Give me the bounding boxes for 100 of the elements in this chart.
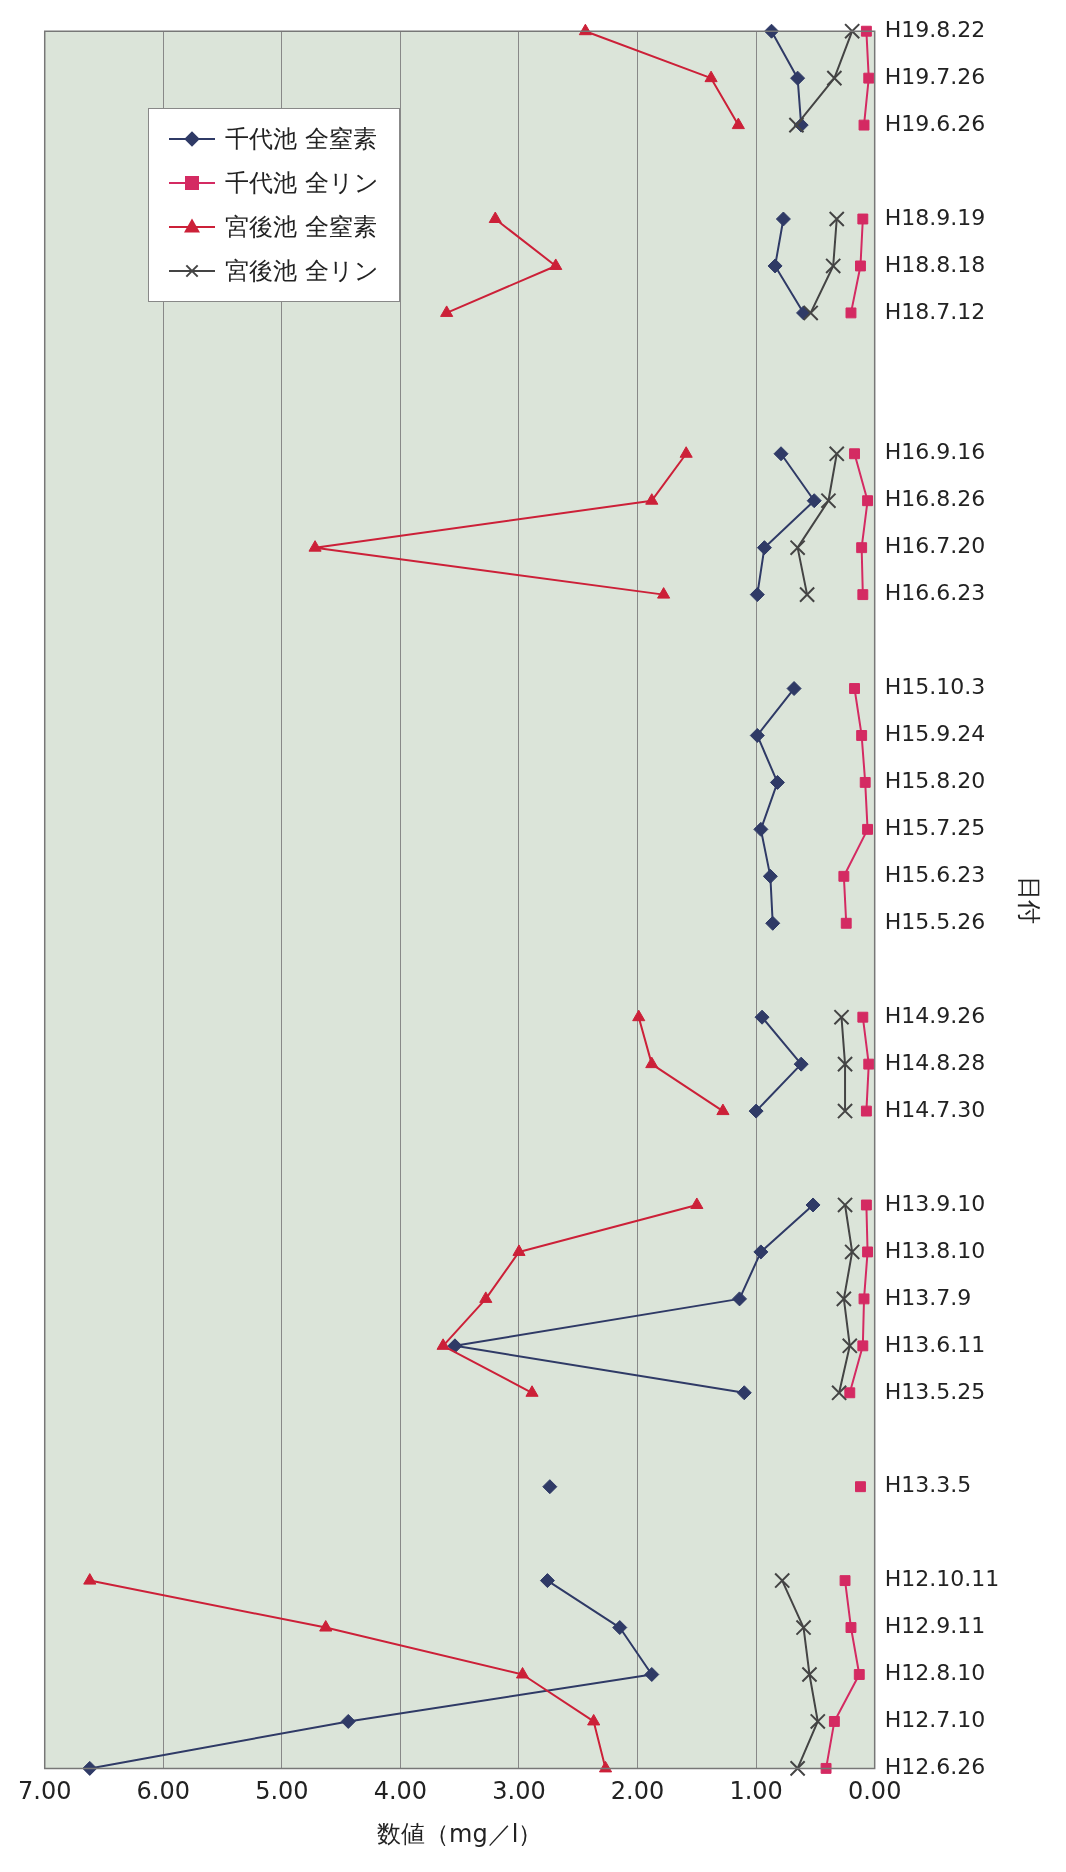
y-tick-label: H19.6.26 — [884, 110, 986, 136]
point — [789, 539, 806, 556]
x-tick-label: 7.00 — [18, 1777, 72, 1806]
y-tick-label: H13.3.5 — [884, 1472, 972, 1498]
point — [858, 119, 870, 131]
y-tick-label: H15.5.26 — [884, 908, 986, 934]
point — [845, 1622, 857, 1633]
point — [756, 540, 772, 556]
point — [308, 540, 322, 552]
y-tick-label: H13.6.11 — [884, 1331, 986, 1357]
x-tick-label: 3.00 — [492, 1777, 546, 1806]
point — [860, 1105, 872, 1117]
point — [690, 1197, 704, 1209]
point — [749, 587, 765, 603]
y-tick-label: H12.8.10 — [884, 1660, 986, 1686]
y-tick-label: H19.7.26 — [884, 63, 986, 89]
point — [858, 1293, 870, 1305]
point — [849, 683, 860, 694]
point — [657, 587, 671, 599]
point — [612, 1620, 628, 1636]
point — [769, 774, 785, 790]
point — [754, 1009, 770, 1025]
point — [828, 445, 845, 462]
y-tick-label: H18.9.19 — [884, 204, 986, 230]
point — [704, 70, 718, 83]
legend-label: 宮後池 全窒素 — [225, 212, 377, 243]
point — [836, 1056, 854, 1073]
y-tick-label: H13.5.25 — [884, 1378, 986, 1404]
y-tick-label: H15.6.23 — [884, 862, 986, 888]
point — [786, 681, 802, 697]
point — [844, 23, 861, 40]
point — [767, 258, 783, 274]
point — [859, 776, 871, 788]
point — [732, 1291, 748, 1307]
point — [826, 70, 843, 87]
y-tick-label: H12.6.26 — [884, 1754, 986, 1780]
point — [836, 1196, 854, 1214]
y-tick-label: H18.8.18 — [884, 251, 986, 277]
point — [856, 542, 868, 554]
y-tick-label: H15.10.3 — [884, 674, 986, 700]
point — [716, 1103, 730, 1116]
point — [849, 448, 860, 460]
point — [833, 1009, 850, 1026]
point — [799, 586, 816, 603]
point — [836, 1103, 854, 1120]
x-tick-label: 4.00 — [373, 1777, 428, 1806]
point — [731, 117, 745, 130]
point — [857, 589, 869, 601]
legend-label: 千代池 全窒素 — [225, 124, 377, 155]
legend-label: 宮後池 全リン — [225, 256, 379, 287]
point — [515, 1667, 530, 1679]
point — [447, 1338, 463, 1354]
point — [549, 258, 563, 270]
point — [679, 446, 693, 458]
x-tick-label: 0.00 — [847, 1777, 902, 1806]
point — [539, 1573, 555, 1589]
y-tick-label: H18.7.12 — [884, 298, 986, 324]
point — [820, 492, 837, 509]
point — [775, 211, 791, 227]
point — [855, 1481, 866, 1493]
point — [825, 257, 842, 275]
y-tick-label: H16.6.23 — [884, 580, 986, 606]
y-tick-label: H13.8.10 — [884, 1237, 986, 1263]
point — [840, 917, 852, 929]
point — [319, 1620, 333, 1632]
point — [436, 1338, 450, 1350]
y-tick-label: H15.7.25 — [884, 815, 986, 841]
point — [598, 1760, 613, 1773]
y-tick-label: H15.8.20 — [884, 768, 986, 794]
point — [831, 1384, 848, 1401]
point — [855, 260, 866, 272]
point — [773, 446, 789, 462]
point — [863, 1058, 875, 1070]
point — [774, 1572, 791, 1589]
point — [856, 730, 868, 741]
point — [828, 210, 845, 228]
x-axis-title: 数値（mg／l） — [377, 1819, 543, 1848]
point — [862, 1246, 874, 1258]
point — [845, 307, 857, 319]
point — [83, 1573, 97, 1585]
y-tick-label: H14.9.26 — [884, 1002, 986, 1028]
point — [542, 1479, 558, 1495]
point — [844, 1243, 861, 1261]
point — [790, 70, 806, 86]
x-tick-label: 1.00 — [729, 1777, 783, 1806]
y-tick-label: H12.9.11 — [884, 1613, 986, 1639]
point — [862, 823, 874, 835]
y-tick-label: H19.8.22 — [884, 16, 986, 42]
y-tick-label: H15.9.24 — [884, 721, 986, 747]
point — [645, 1056, 659, 1069]
point — [801, 1666, 818, 1683]
x-tick-label: 6.00 — [136, 1777, 190, 1806]
point — [795, 1619, 812, 1636]
point — [748, 1103, 764, 1119]
point — [844, 1387, 856, 1399]
point — [632, 1009, 646, 1022]
point — [645, 493, 659, 505]
y-tick-label: H16.7.20 — [884, 533, 986, 559]
y-tick-label: H13.7.9 — [884, 1284, 972, 1310]
point — [860, 1199, 872, 1211]
